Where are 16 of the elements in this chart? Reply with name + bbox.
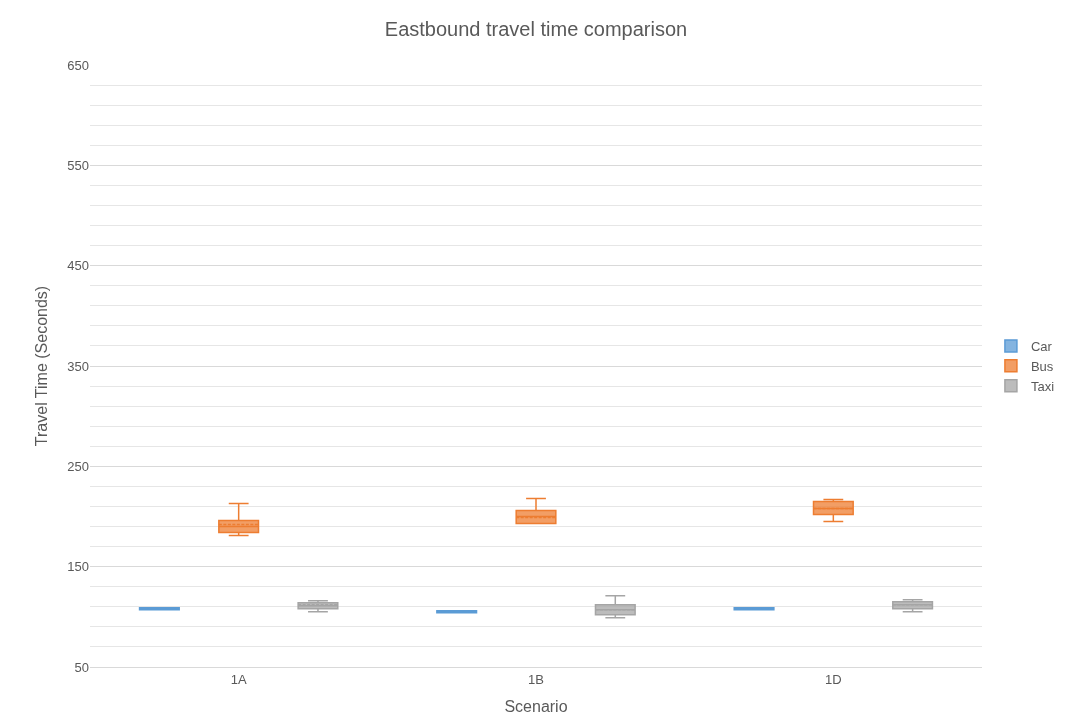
y-tick-label: 50	[74, 659, 89, 675]
y-tick-label: 650	[67, 57, 89, 73]
y-axis-title: Travel Time (Seconds)	[33, 285, 51, 447]
legend-label: Taxi	[1030, 378, 1055, 394]
legend-label: Car	[1030, 339, 1053, 355]
chart-title: Eastbound travel time comparison	[384, 17, 688, 40]
y-tick-label: 550	[67, 157, 89, 173]
y-tick-label: 250	[67, 458, 89, 474]
legend-label: Bus	[1030, 358, 1054, 374]
x-axis-title: Scenario	[504, 698, 568, 716]
y-tick-label: 450	[67, 258, 89, 274]
x-tick-label: 1B	[528, 671, 544, 687]
x-tick-label: 1A	[230, 671, 247, 687]
x-tick-label: 1D	[825, 671, 842, 687]
y-tick-label: 150	[67, 559, 89, 575]
y-tick-label: 350	[67, 358, 89, 374]
